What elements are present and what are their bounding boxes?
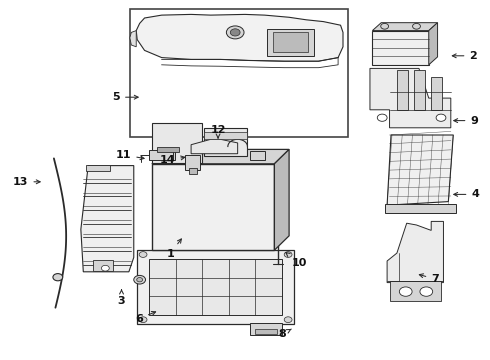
Bar <box>385 204 456 213</box>
Bar <box>161 151 175 160</box>
Text: 6: 6 <box>135 311 156 324</box>
Circle shape <box>413 23 420 29</box>
Polygon shape <box>136 14 343 61</box>
Text: 9: 9 <box>454 116 478 126</box>
Bar <box>250 323 282 335</box>
Polygon shape <box>81 166 134 272</box>
Bar <box>267 29 314 56</box>
Circle shape <box>226 26 244 39</box>
Polygon shape <box>130 31 136 47</box>
Bar <box>86 165 110 171</box>
Text: 4: 4 <box>454 189 479 199</box>
Circle shape <box>436 114 446 121</box>
Circle shape <box>284 317 292 323</box>
Bar <box>414 70 425 110</box>
Circle shape <box>381 23 389 29</box>
Circle shape <box>139 317 147 323</box>
Text: 2: 2 <box>452 51 477 61</box>
Circle shape <box>53 274 63 281</box>
Bar <box>397 70 408 110</box>
Bar <box>93 260 113 271</box>
Polygon shape <box>387 221 443 283</box>
Text: 3: 3 <box>118 290 125 306</box>
Circle shape <box>101 265 109 271</box>
Polygon shape <box>191 139 238 154</box>
Bar <box>137 250 294 324</box>
Circle shape <box>137 278 143 282</box>
Text: 12: 12 <box>210 125 226 138</box>
Circle shape <box>230 29 240 36</box>
Text: 14: 14 <box>160 155 185 165</box>
Bar <box>372 31 429 65</box>
Polygon shape <box>152 149 289 164</box>
Bar <box>204 132 247 139</box>
Circle shape <box>377 114 387 121</box>
Bar <box>431 77 442 110</box>
Bar <box>152 123 201 163</box>
Polygon shape <box>429 23 438 65</box>
Circle shape <box>284 252 292 257</box>
Bar <box>130 9 348 137</box>
Text: 7: 7 <box>419 274 439 284</box>
Bar <box>149 259 282 315</box>
Polygon shape <box>274 149 289 250</box>
Text: 10: 10 <box>286 253 307 268</box>
Bar <box>152 164 274 250</box>
Bar <box>273 32 308 52</box>
Text: 13: 13 <box>13 177 40 187</box>
Bar <box>204 128 247 156</box>
Text: 8: 8 <box>278 329 292 339</box>
Bar <box>185 155 200 170</box>
Text: 5: 5 <box>112 92 138 102</box>
Bar <box>390 281 441 301</box>
Bar <box>189 168 197 174</box>
Circle shape <box>139 252 147 257</box>
Polygon shape <box>387 135 453 205</box>
Text: 1: 1 <box>166 239 181 259</box>
Polygon shape <box>372 23 438 31</box>
Bar <box>255 329 277 334</box>
Circle shape <box>399 287 412 296</box>
Circle shape <box>134 275 146 284</box>
Polygon shape <box>370 68 451 128</box>
Bar <box>250 151 265 160</box>
Bar <box>157 147 179 152</box>
Circle shape <box>420 287 433 296</box>
Bar <box>149 150 173 160</box>
Text: 11: 11 <box>116 150 144 160</box>
